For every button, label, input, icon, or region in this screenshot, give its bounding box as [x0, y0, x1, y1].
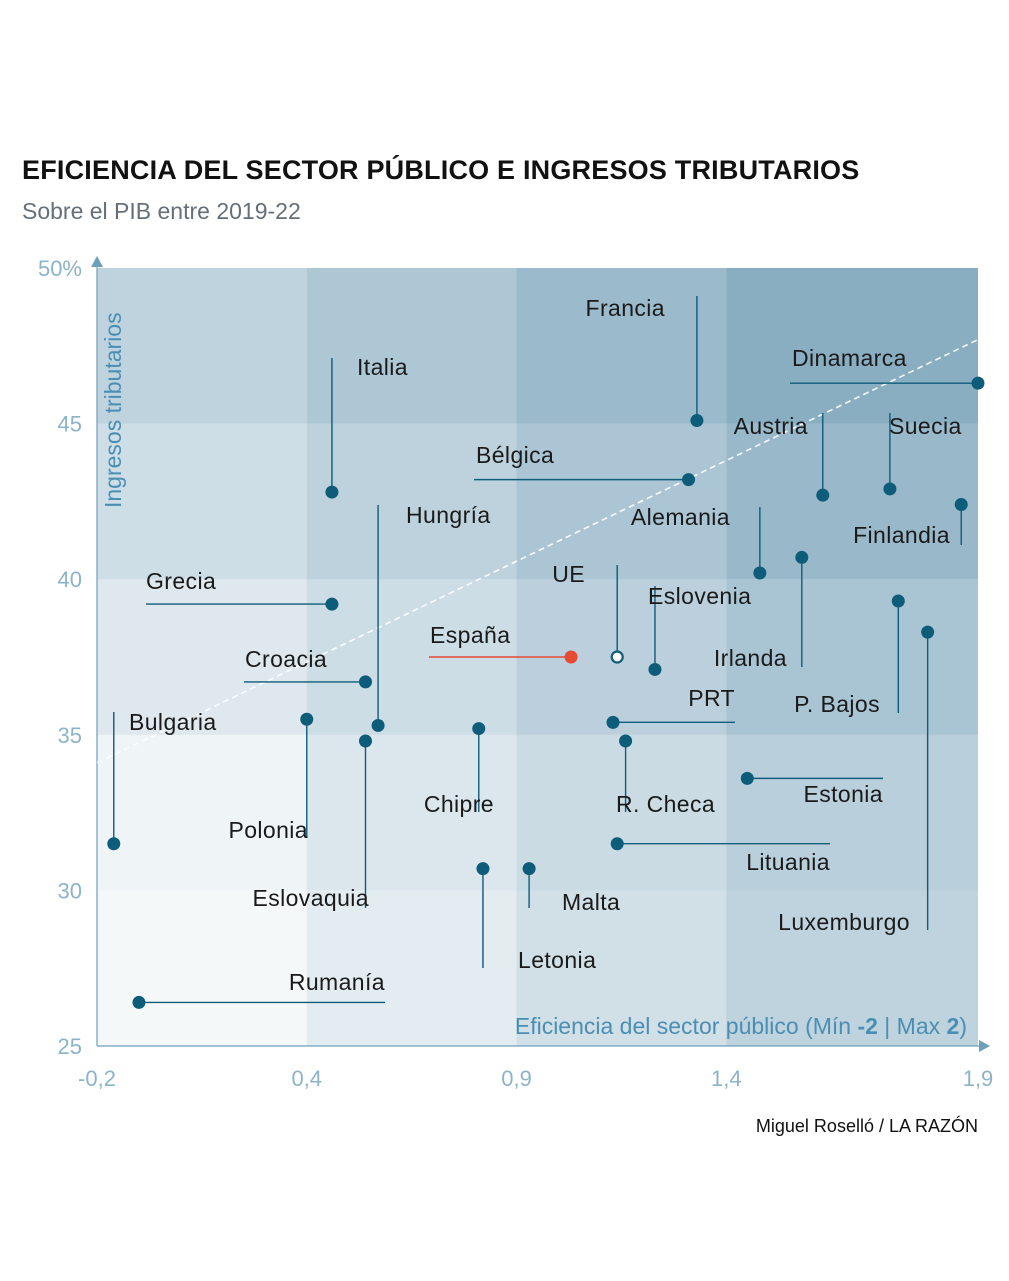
background-cell [726, 423, 978, 580]
y-tick-label: 35 [58, 723, 82, 748]
data-point [325, 485, 339, 499]
data-point [690, 413, 704, 427]
background-cell [306, 890, 517, 1046]
point-label: Bélgica [476, 442, 554, 468]
data-point [107, 837, 121, 851]
background-cell [97, 734, 307, 891]
point-label: Estonia [803, 781, 883, 807]
data-point [325, 597, 339, 611]
background-cell [516, 890, 727, 1046]
data-point [472, 722, 486, 736]
data-point [648, 662, 662, 676]
point-label: Luxemburgo [778, 909, 910, 935]
background-cell [97, 268, 307, 424]
background-cell [726, 268, 978, 424]
y-tick-label: 30 [58, 878, 82, 903]
data-point [606, 715, 620, 729]
y-tick-label: 50% [38, 256, 82, 281]
data-point [740, 771, 754, 785]
point-label: Dinamarca [792, 345, 907, 371]
data-point [682, 473, 696, 487]
background-cell [726, 579, 978, 735]
point-label: Suecia [889, 413, 962, 439]
x-tick-label: 1,9 [963, 1066, 994, 1091]
data-point [610, 650, 624, 664]
point-label: Hungría [406, 502, 491, 528]
point-label: P. Bajos [794, 691, 880, 717]
point-label: España [430, 622, 510, 648]
data-point [883, 482, 897, 496]
point-label: R. Checa [616, 791, 715, 817]
point-label: Croacia [245, 646, 327, 672]
point-label: Finlandia [853, 522, 950, 548]
y-tick-label: 40 [58, 567, 82, 592]
background-cell [97, 423, 307, 580]
background-cell [726, 734, 978, 891]
data-point [358, 675, 372, 689]
x-tick-label: 0,9 [501, 1066, 532, 1091]
point-label: PRT [688, 685, 735, 711]
x-tick-label: 1,4 [711, 1066, 742, 1091]
point-label: UE [552, 561, 585, 587]
point-label: Letonia [518, 947, 596, 973]
data-point [921, 625, 935, 639]
background-cell [97, 579, 307, 735]
point-label: Francia [586, 295, 666, 321]
data-point [358, 734, 372, 748]
data-point [816, 488, 830, 502]
credit-line: Miguel Roselló / LA RAZÓN [755, 1116, 978, 1136]
point-label: Grecia [146, 568, 216, 594]
data-point [371, 718, 385, 732]
background-cell [516, 734, 727, 891]
trend-line [96, 338, 979, 764]
point-label: Eslovaquia [252, 885, 369, 911]
point-label: Alemania [631, 504, 730, 530]
x-tick-label: -0,2 [78, 1066, 116, 1091]
data-point [971, 376, 985, 390]
data-point [610, 837, 624, 851]
point-label: Eslovenia [648, 583, 751, 609]
y-axis-title: Ingresos tributarios [100, 312, 126, 508]
x-axis-title: Eficiencia del sector público (Mín -2 | … [515, 1013, 967, 1039]
y-tick-label: 45 [58, 412, 82, 437]
y-tick-label: 25 [58, 1034, 82, 1059]
y-axis-arrow [91, 256, 103, 267]
point-label: Bulgaria [129, 709, 217, 735]
data-point [753, 566, 767, 580]
point-label: Lituania [746, 849, 830, 875]
data-point [476, 862, 490, 876]
x-axis-arrow [979, 1040, 990, 1052]
point-label: Chipre [424, 791, 494, 817]
chart-subtitle: Sobre el PIB entre 2019-22 [22, 198, 301, 224]
x-tick-label: 0,4 [291, 1066, 322, 1091]
background-cell [306, 268, 517, 424]
chart-title: EFICIENCIA DEL SECTOR PÚBLICO E INGRESOS… [22, 155, 860, 185]
point-label: Irlanda [714, 645, 787, 671]
point-label: Austria [734, 413, 808, 439]
background-cell [306, 423, 517, 580]
data-point [891, 594, 905, 608]
point-label: Italia [357, 354, 408, 380]
background-cell [516, 268, 727, 424]
point-label: Rumanía [289, 969, 385, 995]
data-point [522, 862, 536, 876]
data-point [619, 734, 633, 748]
data-point [300, 712, 314, 726]
data-point [795, 550, 809, 564]
data-point [954, 498, 968, 512]
background-cell [726, 890, 978, 1046]
data-point [564, 650, 578, 664]
data-point [132, 995, 146, 1009]
point-label: Malta [562, 889, 620, 915]
point-label: Polonia [228, 817, 308, 843]
background-cell [516, 423, 727, 580]
background-cell [97, 890, 307, 1046]
